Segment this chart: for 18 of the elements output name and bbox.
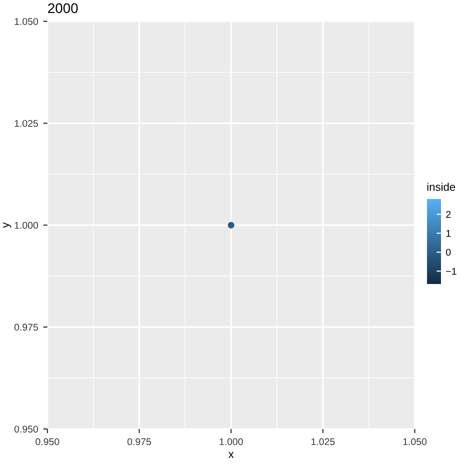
y-tick-label: 1.025	[14, 120, 38, 127]
x-tick-label: 1.000	[220, 438, 243, 446]
x-tick-label: 0.950	[36, 438, 60, 446]
color-bar-label: 2	[446, 210, 451, 218]
x-tick-label: 1.050	[403, 438, 427, 446]
y-tick-label: 1.000	[14, 222, 38, 229]
y-tick-label: 1.050	[14, 18, 38, 25]
y-tick-label: 0.975	[14, 324, 38, 331]
chart-title: 2000	[48, 3, 78, 14]
color-bar-label: 1	[446, 230, 451, 237]
y-tick-label: 0.950	[14, 426, 38, 433]
color-bar-title: inside	[427, 182, 456, 191]
color-bar-label: 0	[446, 248, 451, 256]
color-bar-label: −1	[446, 268, 456, 275]
x-axis-title: x	[228, 452, 234, 458]
x-tick-label: 0.975	[127, 438, 151, 446]
y-axis-title: y	[3, 222, 12, 228]
x-tick-label: 1.025	[311, 438, 335, 446]
